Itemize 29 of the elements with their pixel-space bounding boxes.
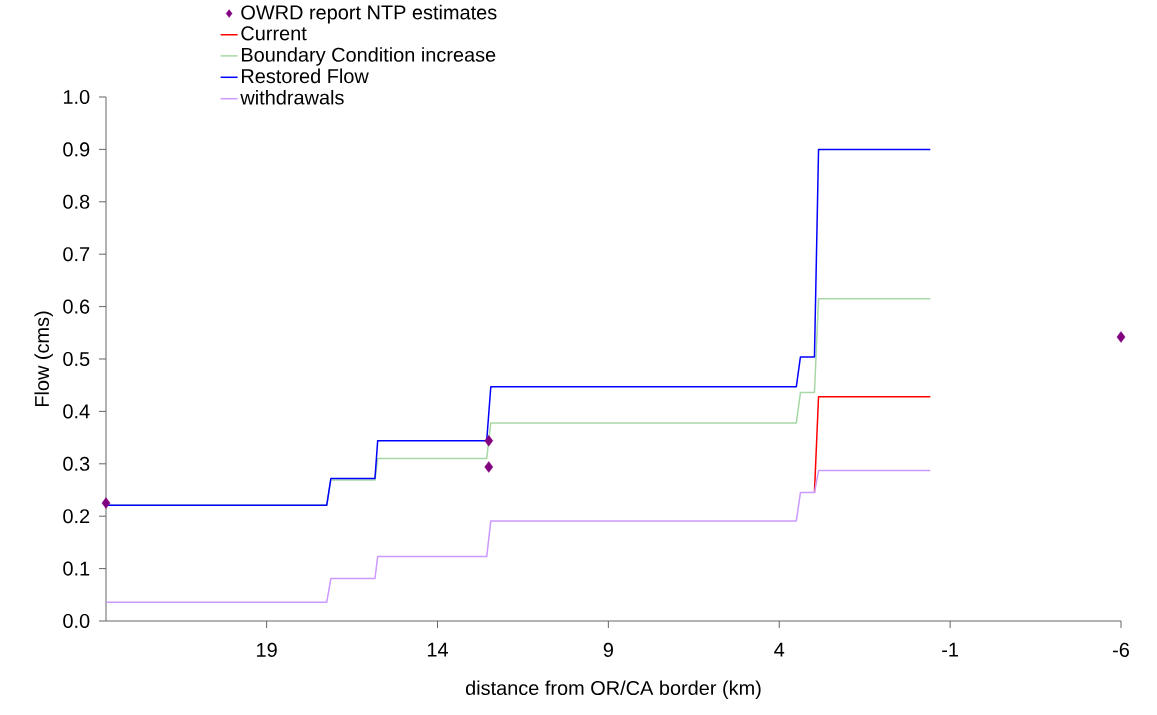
y-tick-label: 0.1 bbox=[63, 561, 90, 576]
point bbox=[101, 497, 111, 509]
legend-label: withdrawals bbox=[240, 89, 344, 105]
x-tick-label: 9 bbox=[603, 642, 613, 657]
x-axis-title: distance from OR/CA border (km) bbox=[465, 680, 761, 699]
legend-label: Current bbox=[241, 26, 307, 41]
y-tick-label: 0.6 bbox=[63, 299, 90, 314]
y-tick-label: 0.9 bbox=[63, 142, 90, 157]
legend-label: OWRD report NTP estimates bbox=[241, 4, 497, 24]
x-tick-label: 19 bbox=[257, 642, 277, 657]
x-tick-label: -6 bbox=[1113, 642, 1129, 657]
x-tick-label: 14 bbox=[427, 642, 448, 657]
y-tick-label: 0.3 bbox=[63, 456, 90, 471]
y-tick-label: 0.0 bbox=[63, 613, 90, 629]
point bbox=[484, 461, 494, 473]
y-tick-label: 1.0 bbox=[63, 89, 90, 105]
y-tick-label: 0.8 bbox=[63, 194, 90, 209]
y-axis-title: Flow (cms) bbox=[34, 311, 53, 407]
line-series bbox=[105, 469, 932, 603]
point bbox=[484, 435, 494, 447]
x-tick-label: -1 bbox=[942, 642, 959, 657]
y-tick-label: 0.2 bbox=[63, 509, 90, 524]
x-tick-label: 4 bbox=[774, 642, 785, 657]
y-tick-label: 0.5 bbox=[63, 351, 90, 367]
legend-label: Restored Flow bbox=[242, 68, 369, 84]
y-tick-label: 0.7 bbox=[63, 247, 90, 262]
legend-label: Boundary Condition increase bbox=[242, 47, 496, 66]
y-tick-label: 0.4 bbox=[63, 404, 90, 419]
point bbox=[1116, 331, 1126, 343]
